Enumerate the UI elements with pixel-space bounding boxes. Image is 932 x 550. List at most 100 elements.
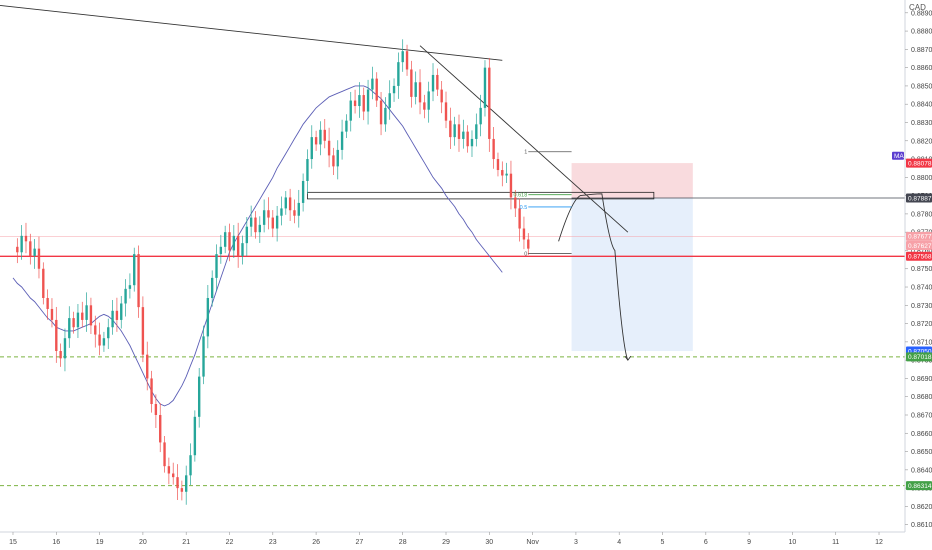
price-badge-label: 0.87887 [908, 195, 932, 202]
candle-body [63, 338, 67, 359]
candle [375, 72, 378, 107]
projection-curve [558, 193, 629, 361]
candle [128, 273, 132, 299]
x-tick-label: 21 [182, 539, 190, 546]
candle-body [514, 197, 517, 209]
x-tick-label: 12 [875, 539, 883, 546]
price-badge: 0.87627 [906, 241, 932, 251]
candle-body [401, 51, 404, 63]
candle [275, 206, 279, 242]
candle [349, 91, 352, 132]
candle-body [228, 232, 231, 251]
candle [33, 238, 36, 269]
candle [76, 304, 80, 339]
candle [197, 368, 201, 428]
candle-body [215, 254, 218, 278]
candle [449, 107, 452, 149]
price-badge-label: 0.88078 [908, 160, 932, 167]
candle-body [280, 208, 283, 216]
candle [457, 114, 461, 152]
candle-body [418, 82, 422, 103]
candle-body [55, 319, 58, 352]
candle-body [410, 69, 413, 97]
candle-body [185, 475, 188, 492]
candle [189, 443, 192, 486]
candle [427, 81, 430, 123]
trendline-1 [419, 45, 629, 233]
candle-body [236, 235, 240, 256]
candle-body [262, 210, 266, 225]
candle-body [59, 351, 62, 359]
x-tick-label: 28 [399, 539, 407, 546]
candle-body [120, 303, 123, 320]
price-badge-label: 0.87050 [908, 348, 932, 355]
candle-body [501, 170, 504, 176]
stop-loss-zone [571, 163, 693, 198]
candle-body [453, 124, 456, 138]
candle [20, 225, 23, 260]
candle-body [371, 78, 374, 90]
candle [466, 125, 469, 153]
candle-body [323, 129, 326, 141]
candle [501, 161, 504, 187]
candle-body [20, 235, 23, 253]
x-tick-label: 16 [52, 539, 60, 546]
candle [111, 300, 114, 335]
candle [267, 197, 270, 230]
candle [185, 465, 188, 505]
candle [159, 403, 162, 453]
x-tick-label: 22 [226, 539, 234, 546]
candle-body [379, 100, 383, 125]
candle [245, 217, 249, 257]
candle-body [107, 327, 110, 339]
candle-body [336, 149, 339, 167]
projection-arrow-icon [624, 355, 632, 361]
price-lines [0, 236, 905, 487]
candle-body [345, 120, 348, 132]
candle-body [475, 124, 478, 139]
candle [223, 225, 227, 254]
candle-body [366, 89, 370, 112]
x-tick-label: Nov [526, 539, 539, 546]
candle [397, 52, 400, 99]
candle [336, 140, 339, 180]
candle [180, 480, 184, 501]
candle-body [483, 67, 487, 108]
candle [496, 152, 500, 177]
candle-body [89, 305, 93, 326]
candle [137, 245, 140, 318]
plot-background [0, 0, 905, 532]
candle-body [111, 310, 114, 328]
candle-body [301, 180, 305, 203]
x-tick-label: 3 [574, 539, 578, 546]
candle-body [94, 325, 97, 335]
candle [293, 199, 296, 224]
candle-body [340, 131, 344, 150]
candle [479, 94, 482, 137]
x-tick-label: 20 [139, 539, 147, 546]
candle [362, 87, 365, 121]
candle [232, 225, 236, 258]
x-tick-label: 11 [832, 539, 839, 546]
candle-body [210, 277, 214, 298]
candle [492, 127, 495, 169]
candle-body [193, 416, 197, 456]
price-badge-bg [906, 241, 932, 251]
candle [379, 91, 383, 136]
candle [228, 223, 231, 262]
drawings [0, 5, 655, 233]
candle [98, 322, 101, 356]
price-badge-bg [906, 481, 932, 491]
ma-badge-bg [892, 151, 904, 160]
